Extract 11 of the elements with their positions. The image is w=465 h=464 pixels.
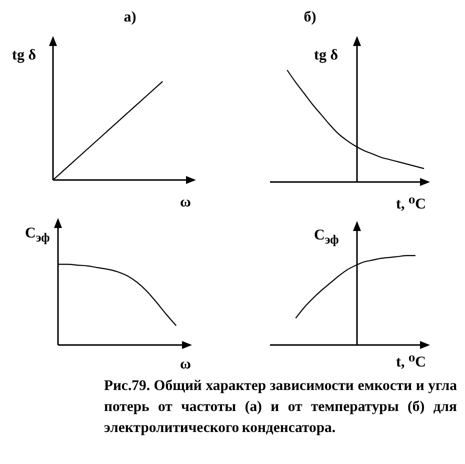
y-axis-title: tg δ xyxy=(12,48,36,64)
chart-title: а) xyxy=(124,10,136,26)
chart-title: б) xyxy=(304,10,316,26)
text: Рис.79. Общий характер зависимости емкости и угла потерь от частоты (а) и от температуры (б) для электролитического конденсатора. xyxy=(104,377,457,438)
y-axis-title: C$_{эф}$ xyxy=(314,228,339,248)
x-axis-title: t, ⁰C xyxy=(396,354,426,372)
y-axis-title: C$_{эф}$ xyxy=(25,226,50,246)
x-axis-title: ω xyxy=(180,356,191,374)
y-axis-title: tg δ xyxy=(314,48,338,64)
x-axis-title: t, ⁰C xyxy=(396,196,426,214)
x-axis-title: ω xyxy=(180,194,191,212)
